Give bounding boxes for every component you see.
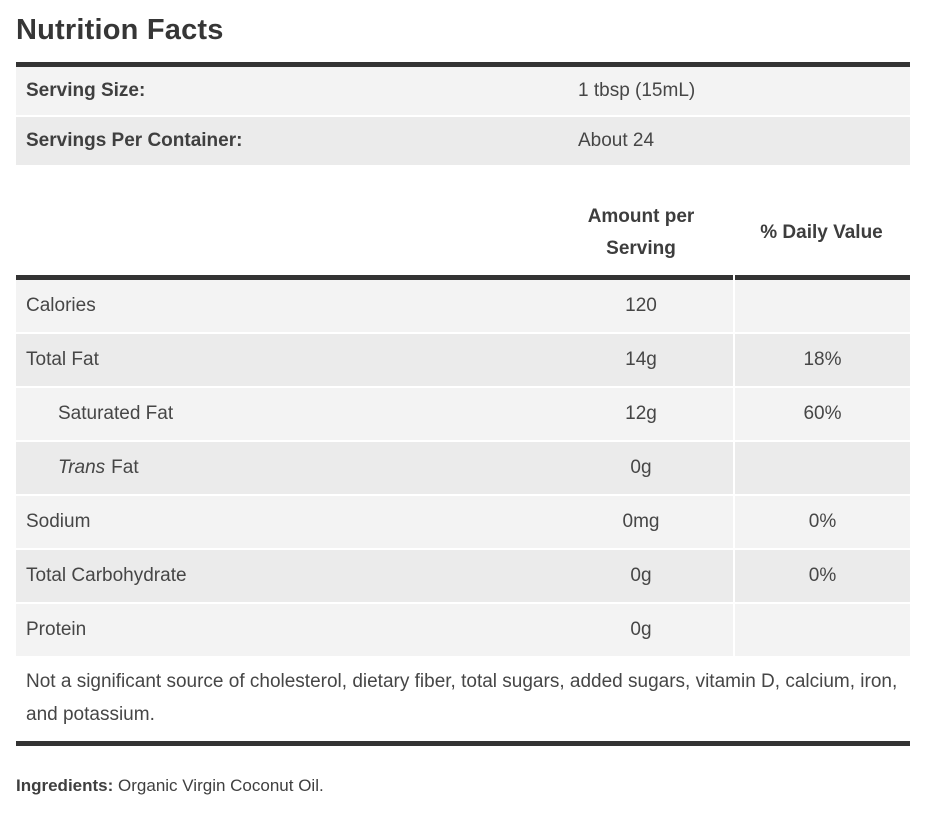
nutrient-amount: 120 xyxy=(625,295,657,316)
header-rule-left-segment xyxy=(16,275,733,280)
table-row-total-fat: Total Fat 14g 18% xyxy=(16,334,910,386)
nutrient-daily-value: 18% xyxy=(733,334,910,386)
header-rule xyxy=(16,275,910,280)
table-row-total-carbohydrate: Total Carbohydrate 0g 0% xyxy=(16,550,910,602)
ingredients-label: Ingredients: xyxy=(16,776,114,795)
top-rule xyxy=(16,62,910,67)
page-title: Nutrition Facts xyxy=(16,14,224,46)
servings-per-container-label: Servings Per Container: xyxy=(26,130,243,151)
table-row-calories: Calories 120 xyxy=(16,280,910,332)
ingredients-value: Organic Virgin Coconut Oil. xyxy=(118,776,324,795)
servings-per-container-value: About 24 xyxy=(578,130,655,151)
nutrition-rows: Calories 120 Total Fat 14g 18% Saturated… xyxy=(16,280,910,656)
nutrient-amount: 0mg xyxy=(622,511,660,532)
serving-size-value: 1 tbsp (15mL) xyxy=(578,80,696,101)
nutrient-amount: 0g xyxy=(630,457,652,478)
nutrient-label: Total Fat xyxy=(26,349,99,370)
nutrient-daily-value: 0% xyxy=(733,496,910,548)
nutrient-label: Total Carbohydrate xyxy=(26,565,187,586)
nutrient-label: Calories xyxy=(26,295,96,316)
nutrient-daily-value: 0% xyxy=(733,550,910,602)
bottom-rule xyxy=(16,741,910,746)
nutrient-amount: 12g xyxy=(625,403,657,424)
nutrient-amount: 0g xyxy=(630,619,652,640)
nutrient-daily-value: 60% xyxy=(733,388,910,440)
trans-italic-text: Trans xyxy=(58,457,106,478)
daily-value-header: % Daily Value xyxy=(760,222,883,243)
nutrition-facts-panel: Nutrition Facts Serving Size: 1 tbsp (15… xyxy=(0,14,926,796)
table-row-trans-fat: Trans Fat 0g xyxy=(16,442,910,494)
nutrient-label: Sodium xyxy=(26,511,91,532)
serving-info-table: Serving Size: 1 tbsp (15mL) Servings Per… xyxy=(16,67,910,165)
nutrient-label: Protein xyxy=(26,619,87,640)
nutrient-daily-value xyxy=(733,442,910,494)
table-row-saturated-fat: Saturated Fat 12g 60% xyxy=(16,388,910,440)
nutrient-daily-value xyxy=(733,280,910,332)
nutrient-label: Saturated Fat xyxy=(58,403,174,424)
serving-size-row: Serving Size: 1 tbsp (15mL) xyxy=(16,67,910,115)
servings-per-container-row: Servings Per Container: About 24 xyxy=(16,117,910,165)
table-column-headers: Amount per Serving % Daily Value xyxy=(16,201,910,265)
ingredients-line: Ingredients: Organic Virgin Coconut Oil. xyxy=(16,776,910,796)
table-row-protein: Protein 0g xyxy=(16,604,910,656)
nutrient-amount: 0g xyxy=(630,565,652,586)
amount-per-serving-header: Amount per Serving xyxy=(587,206,695,259)
header-rule-right-segment xyxy=(733,275,910,280)
footnote-text: Not a significant source of cholesterol,… xyxy=(26,671,898,725)
table-row-sodium: Sodium 0mg 0% xyxy=(16,496,910,548)
nutrient-amount: 14g xyxy=(625,349,657,370)
nutrient-daily-value xyxy=(733,604,910,656)
serving-size-label: Serving Size: xyxy=(26,80,146,101)
nutrient-label: Trans Fat xyxy=(58,457,139,478)
